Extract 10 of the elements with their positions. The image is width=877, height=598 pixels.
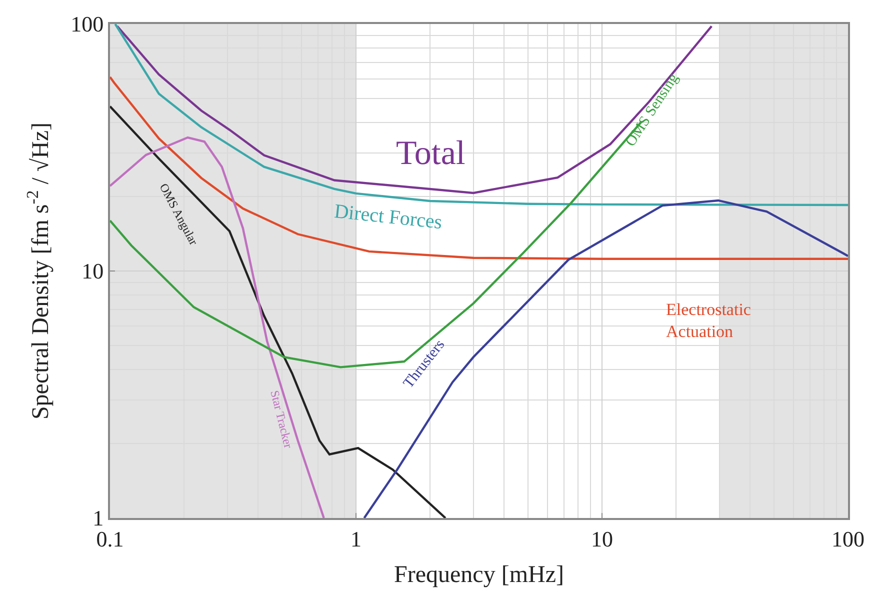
x-tick-label: 100 (832, 526, 864, 552)
text: Electrostatic Actuation (666, 300, 752, 342)
x-tick-label: 1 (350, 526, 362, 552)
x-axis-title: Frequency [mHz] (394, 562, 564, 588)
x-tick-label: 10 (591, 526, 613, 552)
series-label: Total (396, 135, 466, 172)
text: Direct Forces (333, 200, 444, 234)
y-tick-label: 10 (82, 258, 104, 284)
y-tick-label: 100 (70, 12, 104, 37)
text: Star Tracker (268, 389, 296, 450)
